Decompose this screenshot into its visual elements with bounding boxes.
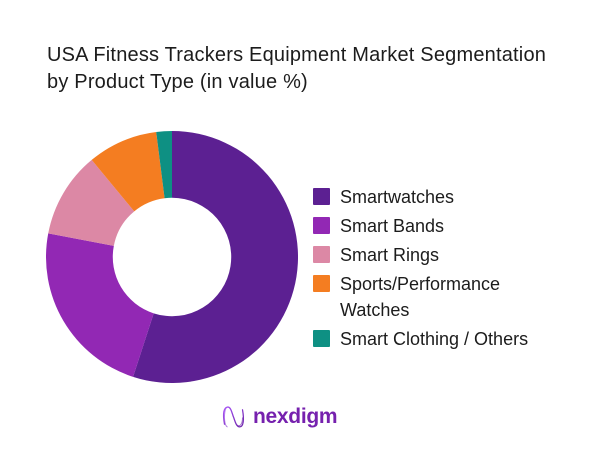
donut-segment-smartwatches xyxy=(133,131,299,383)
legend-label-smart-clothing-others: Smart Clothing / Others xyxy=(340,329,529,349)
legend-swatch-sports-performance-watches xyxy=(313,275,330,292)
legend-swatch-smart-rings xyxy=(313,246,330,263)
donut-chart xyxy=(45,131,299,383)
nexdigm-wave-n-icon xyxy=(222,406,245,428)
chart-title-line1: USA Fitness Trackers Equipment Market Se… xyxy=(47,44,547,66)
donut-segment-smart-clothing-others xyxy=(156,131,172,199)
legend-label-smartwatches: Smartwatches xyxy=(340,187,455,207)
legend-item-smart-bands: Smart Bands xyxy=(313,213,552,239)
legend-label-sports-performance-watches: Sports/Performance Watches xyxy=(340,274,501,320)
donut-segment-smart-rings xyxy=(48,159,135,246)
nexdigm-logo: nexdigm xyxy=(220,402,338,432)
legend-label-smart-rings: Smart Rings xyxy=(340,245,440,265)
legend-item-smartwatches: Smartwatches xyxy=(313,184,552,210)
donut-segment-smart-bands xyxy=(45,233,154,377)
nexdigm-logo-text: nexdigm xyxy=(253,405,338,428)
legend-item-sports-performance-watches: Sports/Performance Watches xyxy=(313,271,552,323)
chart-title-line2: by Product Type (in value %) xyxy=(47,71,308,93)
legend-swatch-smart-bands xyxy=(313,217,330,234)
donut-chart-svg xyxy=(45,131,299,383)
chart-title: USA Fitness Trackers Equipment Market Se… xyxy=(47,42,546,96)
chart-legend: Smartwatches Smart Bands Smart Rings Sports… xyxy=(313,184,552,352)
legend-item-smart-clothing-others: Smart Clothing / Others xyxy=(313,326,552,352)
legend-item-smart-rings: Smart Rings xyxy=(313,242,552,268)
legend-label-smart-bands: Smart Bands xyxy=(340,216,445,236)
donut-segment-sports-performance-watches xyxy=(91,131,165,212)
legend-swatch-smartwatches xyxy=(313,188,330,205)
legend-swatch-smart-clothing-others xyxy=(313,330,330,347)
